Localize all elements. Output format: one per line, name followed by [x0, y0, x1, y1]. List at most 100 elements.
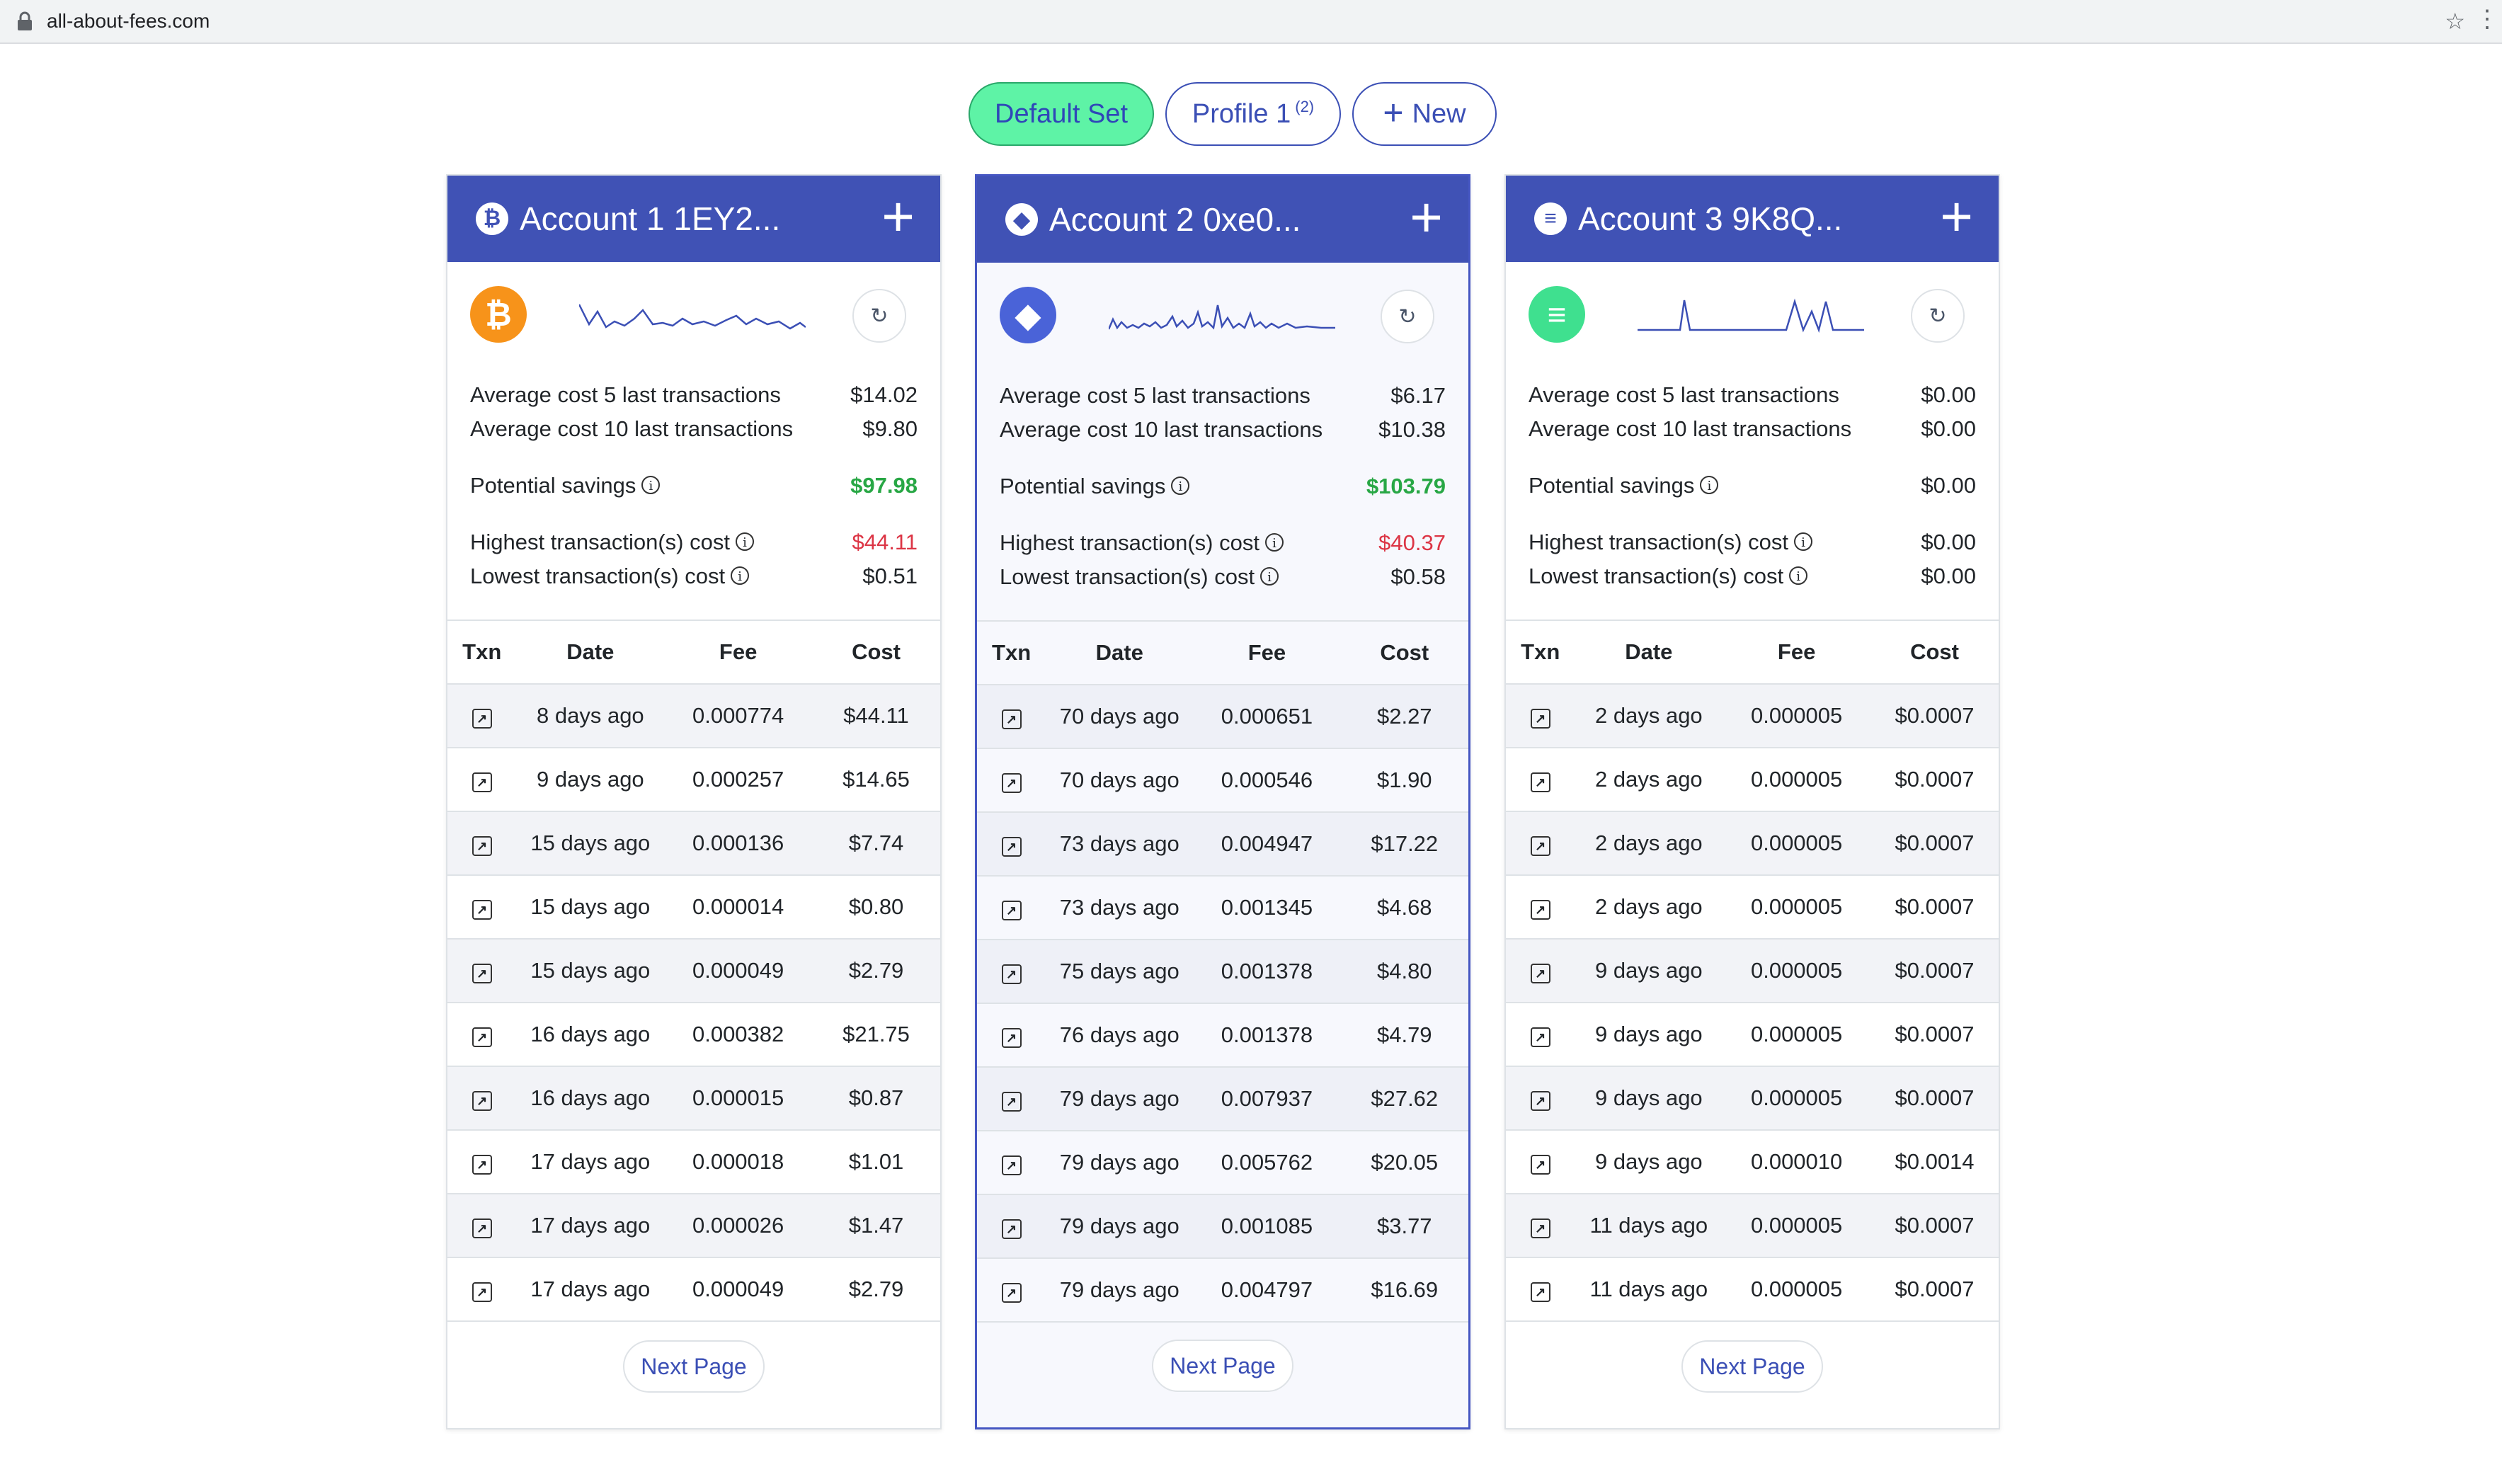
fee-cell: 0.004797 — [1193, 1258, 1341, 1323]
account-card-2[interactable]: ◆ Account 2 0xe0... + ◆ ↻ Average cost 5… — [975, 174, 1470, 1429]
txn-cell: ↗ — [977, 940, 1046, 1004]
profile-label: New — [1412, 98, 1466, 129]
table-row: ↗ 11 days ago 0.000005 $0.0007 — [1506, 1257, 1999, 1322]
transactions-table: Txn Date Fee Cost ↗ 2 days ago 0.000005 $0.000… — [1506, 621, 1999, 1322]
external-link-icon[interactable]: ↗ — [1530, 1027, 1550, 1047]
add-icon[interactable]: + — [1940, 185, 1973, 248]
date-cell: 16 days ago — [516, 1066, 665, 1131]
fee-cell: 0.000005 — [1723, 748, 1871, 812]
txn-cell: ↗ — [977, 1194, 1046, 1259]
date-cell: 9 days ago — [1575, 1130, 1723, 1194]
external-link-icon[interactable]: ↗ — [472, 1218, 492, 1238]
external-link-icon[interactable]: ↗ — [472, 1155, 492, 1175]
next-page-button[interactable]: Next Page — [623, 1340, 765, 1393]
profile-1-button[interactable]: Profile 1 (2) — [1165, 82, 1341, 146]
refresh-icon[interactable]: ↻ — [852, 289, 906, 343]
summary-label: Lowest transaction(s) cost — [470, 564, 726, 588]
date-cell: 70 days ago — [1046, 748, 1194, 813]
new-profile-button[interactable]: + New — [1352, 82, 1497, 146]
table-row: ↗ 17 days ago 0.000026 $1.47 — [447, 1194, 940, 1258]
info-icon[interactable]: i — [1264, 532, 1284, 552]
external-link-icon[interactable]: ↗ — [1001, 1028, 1022, 1048]
external-link-icon[interactable]: ↗ — [472, 709, 492, 729]
add-icon[interactable]: + — [1410, 186, 1443, 249]
summary-row-lowest: Lowest transaction(s) cost i $0.51 — [470, 562, 918, 590]
external-link-icon[interactable]: ↗ — [1530, 1091, 1550, 1111]
lock-icon — [18, 11, 32, 30]
date-cell: 11 days ago — [1575, 1194, 1723, 1258]
summary-row-highest: Highest transaction(s) cost i $44.11 — [470, 528, 918, 556]
account-card-1[interactable]: ₿ Account 1 1EY2... + ₿ ↻ Average cost 5… — [446, 174, 942, 1429]
external-link-icon[interactable]: ↗ — [1530, 964, 1550, 983]
external-link-icon[interactable]: ↗ — [1530, 1155, 1550, 1175]
external-link-icon[interactable]: ↗ — [472, 772, 492, 792]
cost-cell: $14.65 — [812, 748, 940, 812]
external-link-icon[interactable]: ↗ — [1001, 1155, 1022, 1175]
info-icon[interactable]: i — [731, 566, 750, 585]
external-link-icon[interactable]: ↗ — [1530, 1282, 1550, 1302]
add-icon[interactable]: + — [881, 185, 915, 248]
info-icon[interactable]: i — [641, 475, 661, 494]
table-header-row: Txn Date Fee Cost — [977, 622, 1468, 685]
bookmark-star-icon[interactable]: ☆ — [2445, 8, 2465, 34]
info-icon[interactable]: i — [1793, 532, 1812, 551]
refresh-icon[interactable]: ↻ — [1381, 290, 1434, 343]
external-link-icon[interactable]: ↗ — [1530, 709, 1550, 729]
refresh-icon[interactable]: ↻ — [1911, 289, 1965, 343]
date-cell: 79 days ago — [1046, 1067, 1194, 1131]
external-link-icon[interactable]: ↗ — [1001, 709, 1022, 729]
external-link-icon[interactable]: ↗ — [1001, 1092, 1022, 1112]
external-link-icon[interactable]: ↗ — [1001, 1283, 1022, 1303]
date-cell: 8 days ago — [516, 684, 665, 748]
column-header-date: Date — [1046, 622, 1194, 685]
fee-cell: 0.000257 — [664, 748, 813, 812]
plus-icon: + — [1383, 93, 1404, 132]
external-link-icon[interactable]: ↗ — [472, 1282, 492, 1302]
info-icon[interactable]: i — [1260, 566, 1279, 586]
txn-cell: ↗ — [447, 1003, 517, 1067]
date-cell: 70 days ago — [1046, 685, 1194, 749]
account-card-3[interactable]: ≡ Account 3 9K8Q... + ≡ ↻ Average cost 5… — [1504, 174, 2000, 1429]
external-link-icon[interactable]: ↗ — [1001, 1219, 1022, 1239]
fee-cell: 0.000136 — [664, 811, 813, 876]
summary-label: Average cost 10 last transactions — [470, 416, 794, 441]
fee-cell: 0.001085 — [1193, 1194, 1341, 1259]
table-row: ↗ 2 days ago 0.000005 $0.0007 — [1506, 811, 1999, 876]
date-cell: 2 days ago — [1575, 875, 1723, 940]
txn-cell: ↗ — [1506, 1130, 1575, 1194]
info-icon[interactable]: i — [1789, 566, 1808, 585]
external-link-icon[interactable]: ↗ — [1530, 836, 1550, 856]
profile-label: Default Set — [995, 98, 1128, 129]
next-page-button[interactable]: Next Page — [1152, 1340, 1293, 1392]
txn-cell: ↗ — [1506, 684, 1575, 748]
external-link-icon[interactable]: ↗ — [472, 836, 492, 856]
browser-address-bar[interactable]: all-about-fees.com ☆ ⋮ — [0, 0, 2502, 44]
external-link-icon[interactable]: ↗ — [1530, 772, 1550, 792]
column-header-cost: Cost — [812, 621, 940, 685]
url-text[interactable]: all-about-fees.com — [47, 10, 210, 32]
profile-default-set-button[interactable]: Default Set — [969, 82, 1154, 146]
info-icon[interactable]: i — [1171, 476, 1190, 495]
more-icon[interactable]: ⋮ — [2475, 6, 2499, 33]
cost-cell: $0.0007 — [1870, 684, 1999, 748]
external-link-icon[interactable]: ↗ — [472, 1027, 492, 1047]
table-row: ↗ 79 days ago 0.007937 $27.62 — [977, 1067, 1468, 1131]
external-link-icon[interactable]: ↗ — [1530, 1218, 1550, 1238]
external-link-icon[interactable]: ↗ — [1001, 773, 1022, 793]
info-icon[interactable]: i — [1700, 475, 1719, 494]
bitcoin-logo-icon: ₿ — [470, 286, 527, 343]
table-row: ↗ 79 days ago 0.005762 $20.05 — [977, 1131, 1468, 1195]
date-cell: 15 days ago — [516, 939, 665, 1003]
external-link-icon[interactable]: ↗ — [1001, 901, 1022, 920]
external-link-icon[interactable]: ↗ — [1530, 900, 1550, 920]
external-link-icon[interactable]: ↗ — [1001, 837, 1022, 857]
info-icon[interactable]: i — [735, 532, 754, 551]
external-link-icon[interactable]: ↗ — [472, 964, 492, 983]
external-link-icon[interactable]: ↗ — [472, 900, 492, 920]
next-page-button[interactable]: Next Page — [1681, 1340, 1823, 1393]
table-row: ↗ 9 days ago 0.000010 $0.0014 — [1506, 1130, 1999, 1194]
external-link-icon[interactable]: ↗ — [472, 1091, 492, 1111]
external-link-icon[interactable]: ↗ — [1001, 964, 1022, 984]
txn-cell: ↗ — [1506, 1194, 1575, 1258]
fee-cell: 0.000018 — [664, 1130, 813, 1194]
